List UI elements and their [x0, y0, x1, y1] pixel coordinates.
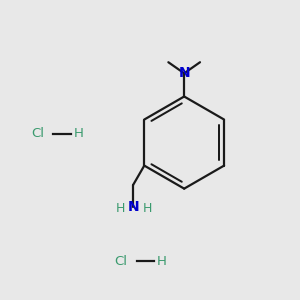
Text: H: H	[143, 202, 152, 214]
Text: N: N	[128, 200, 140, 214]
Text: N: N	[178, 66, 190, 80]
Text: H: H	[74, 127, 83, 140]
Text: H: H	[116, 202, 125, 215]
Text: H: H	[157, 255, 167, 268]
Text: Cl: Cl	[114, 255, 127, 268]
Text: Cl: Cl	[31, 127, 44, 140]
